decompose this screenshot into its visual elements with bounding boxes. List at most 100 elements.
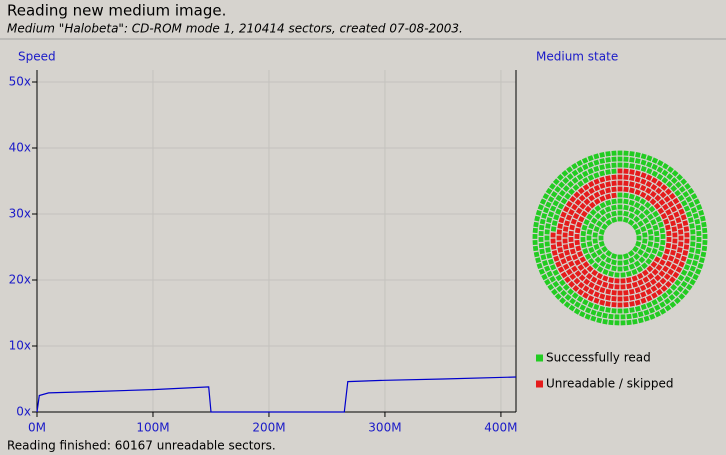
disc-cell: [637, 248, 644, 256]
disc-cell: [611, 253, 618, 260]
disc-cell: [623, 162, 629, 168]
disc-cell: [651, 170, 658, 178]
disc-cell: [563, 301, 571, 308]
disc-cell: [661, 292, 669, 299]
disc-cell: [605, 288, 612, 295]
disc-cell: [565, 255, 572, 262]
disc-cell: [586, 235, 592, 241]
disc-cell: [687, 270, 694, 278]
disc-cell: [631, 275, 638, 282]
disc-cell: [560, 271, 568, 279]
disc-cell: [557, 223, 564, 229]
disc-cell: [644, 201, 652, 209]
disc-cell: [588, 201, 596, 209]
disc-cell: [638, 212, 646, 220]
disc-cell: [628, 181, 635, 188]
disc-cell: [633, 215, 640, 223]
disc-cell: [658, 199, 666, 206]
disc-cell: [648, 253, 656, 260]
disc-cell: [649, 198, 657, 206]
disc-cell: [594, 205, 602, 212]
disc-cell: [690, 241, 696, 247]
disc-cell: [561, 169, 569, 177]
window-title: Reading new medium image.: [7, 2, 226, 20]
disc-cell: [623, 174, 629, 180]
disc-cell: [599, 287, 606, 294]
disc-cell: [617, 266, 623, 272]
disc-cell: [676, 247, 683, 253]
disc-cell: [664, 280, 672, 288]
disc-cell: [564, 294, 572, 301]
disc-cell: [593, 159, 600, 166]
disc-cell: [617, 180, 623, 186]
disc-cell: [564, 192, 572, 200]
disc-cell: [634, 182, 641, 189]
disc-cell: [557, 173, 564, 181]
disc-cell: [537, 204, 544, 211]
disc-cell: [544, 235, 550, 241]
disc-cell: [617, 186, 623, 192]
disc-cell: [588, 194, 596, 202]
disc-cell: [580, 236, 586, 242]
disc-cell: [633, 201, 641, 209]
disc-cell: [611, 192, 617, 199]
disc-cell: [649, 190, 657, 198]
disc-cell: [562, 238, 568, 244]
disc-cell: [596, 311, 603, 318]
disc-cell: [575, 207, 583, 215]
disc-cell: [608, 283, 614, 290]
disc-cell: [640, 178, 647, 185]
disc-cell: [651, 298, 658, 306]
disc-cell: [653, 202, 661, 210]
disc-cell: [667, 200, 675, 208]
disc-cell: [650, 285, 658, 293]
disc-cell: [666, 237, 672, 242]
disc-cell: [655, 216, 662, 223]
disc-cell: [598, 240, 605, 247]
disc-cell: [699, 257, 705, 264]
disc-cell: [617, 296, 623, 302]
disc-cell: [588, 187, 595, 195]
disc-cell: [634, 299, 641, 306]
disc-cell: [643, 309, 650, 316]
disc-cell: [566, 173, 574, 180]
disc-cell: [626, 277, 632, 283]
disc-cell: [628, 212, 635, 220]
disc-cell: [701, 221, 707, 228]
disc-cell: [577, 187, 585, 195]
disc-cell: [680, 214, 687, 221]
disc-cell: [580, 230, 587, 237]
disc-cell: [684, 183, 691, 190]
disc-cell: [699, 215, 706, 222]
disc-cell: [574, 301, 581, 308]
disc-cell: [683, 244, 690, 250]
disc-cell: [535, 209, 542, 216]
disc-cell: [664, 304, 672, 312]
disc-cell: [651, 247, 658, 255]
disc-cell: [660, 239, 666, 246]
disc-cell: [675, 181, 682, 189]
disc-cell: [659, 259, 666, 266]
disc-cell: [654, 304, 661, 311]
disc-cell: [550, 226, 557, 232]
disc-cell: [620, 284, 626, 290]
disc-cell: [547, 283, 555, 291]
disc-cell: [542, 193, 550, 200]
disc-cell: [656, 173, 664, 181]
disc-cell: [568, 230, 574, 237]
disc-cell: [551, 220, 558, 226]
disc-cell: [584, 253, 592, 260]
disc-cell: [656, 295, 664, 303]
status-text: Reading finished: 60167 unreadable secto…: [7, 439, 276, 453]
disc-cell: [660, 233, 666, 239]
disc-cell: [682, 250, 689, 256]
disc-cell: [623, 302, 629, 308]
disc-cell: [593, 198, 601, 205]
disc-cell: [555, 261, 562, 268]
disc-cell: [659, 277, 667, 285]
disc-cell: [593, 178, 600, 185]
disc-cell: [575, 245, 582, 252]
disc-cell: [655, 281, 663, 289]
disc-cell: [680, 255, 687, 262]
disc-cell: [611, 168, 617, 174]
